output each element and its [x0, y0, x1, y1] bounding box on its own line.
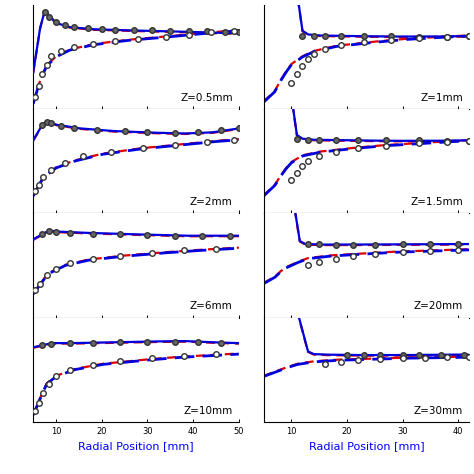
X-axis label: Radial Position [mm]: Radial Position [mm]: [78, 441, 194, 451]
Text: Z=2mm: Z=2mm: [190, 197, 233, 207]
Text: Z=0.5mm: Z=0.5mm: [180, 93, 233, 103]
Text: Z=6mm: Z=6mm: [190, 301, 233, 311]
Text: Z=20mm: Z=20mm: [414, 301, 463, 311]
Text: Z=1.5mm: Z=1.5mm: [410, 197, 463, 207]
Text: Z=1mm: Z=1mm: [420, 93, 463, 103]
Text: Z=10mm: Z=10mm: [183, 406, 233, 416]
X-axis label: Radial Position [mm]: Radial Position [mm]: [309, 441, 424, 451]
Text: Z=30mm: Z=30mm: [414, 406, 463, 416]
